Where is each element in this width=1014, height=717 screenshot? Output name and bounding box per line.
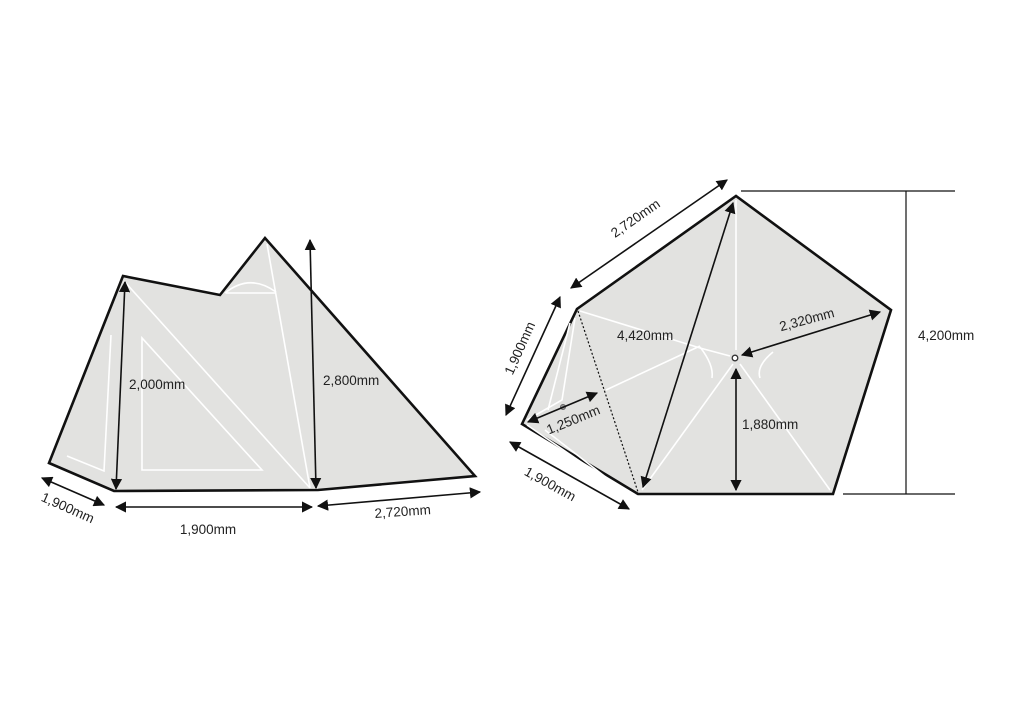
center-pole-marker [731,354,739,362]
dim-total-height [741,190,955,495]
dim-width-side [40,476,106,507]
side-view-seams [66,243,311,489]
dim-length-rear [316,487,482,511]
dim-vestibule-depth [526,391,599,424]
side-view: 2,000mm 2,800mm 1,900mm 2,720mm 1,900mm [39,235,482,537]
dim-height-front [110,280,131,491]
label-edge-left: 1,900mm [502,319,539,377]
label-height-peak: 2,800mm [323,373,379,388]
label-edge-bottom-left: 1,900mm [522,464,578,504]
label-total-height: 4,200mm [918,328,974,343]
dim-edge-bottom-left [509,441,630,510]
label-height-front: 2,000mm [129,377,185,392]
top-view: 2,720mm 1,900mm 1,900mm 4,420mm 2,320mm … [502,179,974,510]
label-width-front: 1,900mm [180,522,236,537]
top-view-outline [520,194,893,496]
dim-height-peak [304,238,322,490]
dim-radius [740,309,882,358]
label-length-rear: 2,720mm [374,502,431,521]
dim-diagonal [640,201,736,489]
label-diagonal: 4,420mm [617,328,673,343]
side-view-outline [47,235,478,493]
dim-edge-left [505,295,561,417]
label-center-to-bottom: 1,880mm [742,417,798,432]
label-width-side: 1,900mm [39,490,97,527]
label-edge-top-left: 2,720mm [608,196,663,241]
